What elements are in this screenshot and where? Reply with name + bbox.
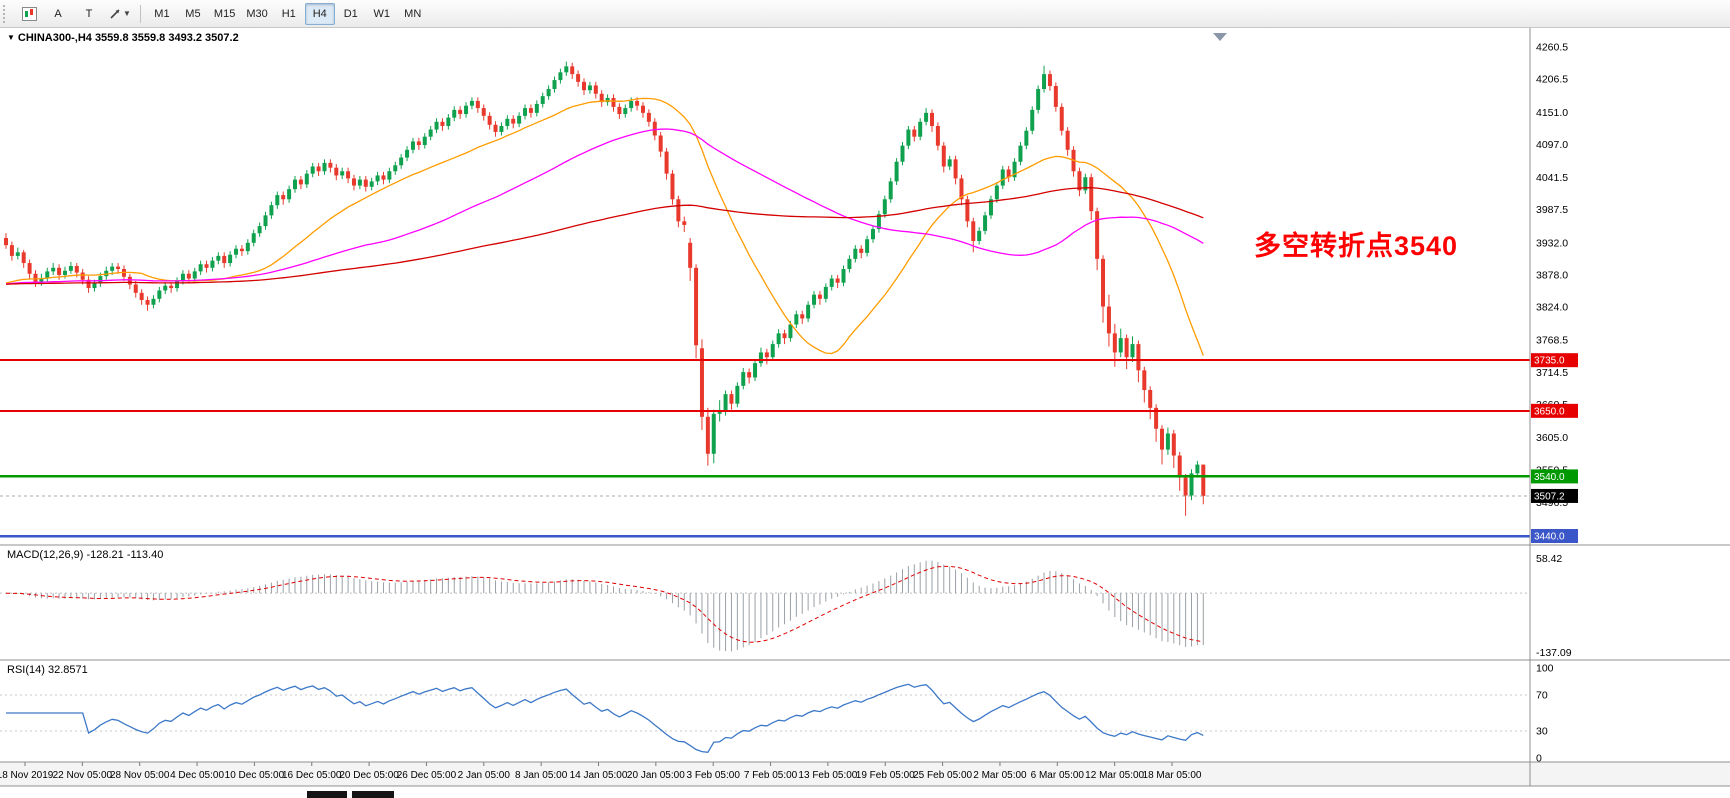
arrow-draw-icon (110, 8, 120, 19)
svg-text:3540.0: 3540.0 (1534, 472, 1565, 483)
macd-signal-line (5, 565, 1204, 643)
collapse-triangle-icon[interactable]: ▼ (7, 33, 15, 42)
svg-text:3932.0: 3932.0 (1536, 237, 1568, 249)
svg-text:4151.0: 4151.0 (1536, 107, 1568, 119)
ma-mid-line (5, 128, 1204, 285)
svg-text:7 Feb 05:00: 7 Feb 05:00 (744, 770, 798, 781)
svg-text:12 Mar 05:00: 12 Mar 05:00 (1085, 770, 1144, 781)
svg-text:3650.0: 3650.0 (1534, 406, 1565, 417)
svg-text:20 Jan 05:00: 20 Jan 05:00 (627, 770, 685, 781)
svg-text:3735.0: 3735.0 (1534, 356, 1565, 367)
svg-text:6 Mar 05:00: 6 Mar 05:00 (1031, 770, 1085, 781)
rsi-line (6, 683, 1204, 753)
toolbar-separator (139, 4, 141, 23)
svg-text:18 Mar 05:00: 18 Mar 05:00 (1143, 770, 1202, 781)
pane-dividers (0, 28, 1730, 787)
svg-text:3987.5: 3987.5 (1536, 204, 1568, 216)
symbol-ohlc-line: ▼ CHINA300-,H4 3559.8 3559.8 3493.2 3507.… (7, 32, 239, 44)
candles (4, 61, 1206, 516)
svg-text:3605.0: 3605.0 (1536, 432, 1568, 444)
price-axis[interactable]: 4260.5 4206.5 4151.0 4097.0 4041.5 3987.5 3932… (1536, 42, 1568, 509)
candlestick-icon (21, 6, 37, 21)
macd-indicator-label: MACD(12,26,9) -128.21 -113.40 (7, 549, 164, 561)
toolbar-grip[interactable] (3, 4, 11, 23)
svg-text:4041.5: 4041.5 (1536, 172, 1568, 184)
price-chart[interactable]: 4260.5 4206.5 4151.0 4097.0 4041.5 3987.5 3932… (0, 28, 1730, 790)
timeframe-button-d1[interactable]: D1 (343, 7, 358, 20)
chart-window-button[interactable] (16, 3, 42, 25)
timeframe-button-m15[interactable]: M15 (213, 7, 236, 20)
svg-text:19 Feb 05:00: 19 Feb 05:00 (856, 770, 915, 781)
timeframe-buttons: M1 M5 M15 M30 H1 H4 D1 W1 MN (147, 2, 428, 25)
chart-window[interactable]: 4260.5 4206.5 4151.0 4097.0 4041.5 3987.5 3932… (0, 28, 1730, 790)
timeframe-button-mn[interactable]: MN (404, 7, 422, 20)
svg-text:26 Dec 05:00: 26 Dec 05:00 (397, 770, 457, 781)
hline-3540.0[interactable]: 3540.0 (0, 469, 1578, 484)
ma-fast-line (5, 97, 1204, 356)
rsi-indicator-label: RSI(14) 32.8571 (7, 664, 88, 676)
macd-pane: 58.42 -137.09 (0, 553, 1572, 659)
taskbar-fragment (307, 791, 347, 798)
svg-text:70: 70 (1536, 690, 1548, 702)
price-tag-3540.0 (1531, 469, 1578, 484)
hline-3650.0[interactable]: 3650.0 (0, 403, 1578, 418)
svg-text:4 Dec 05:00: 4 Dec 05:00 (170, 770, 224, 781)
price-tag-3650.0 (1531, 403, 1578, 418)
svg-text:14 Jan 05:00: 14 Jan 05:00 (570, 770, 628, 781)
chevron-down-icon: ▼ (123, 9, 131, 18)
svg-text:3440.0: 3440.0 (1534, 532, 1565, 543)
svg-text:3878.0: 3878.0 (1536, 269, 1568, 281)
svg-text:0: 0 (1536, 753, 1542, 765)
draw-tool-button[interactable]: ▼ (105, 3, 134, 25)
current-price-tag (1531, 488, 1578, 503)
svg-text:4097.0: 4097.0 (1536, 139, 1568, 151)
timeframe-button-m1[interactable]: M1 (154, 7, 170, 20)
taskbar-sliver (0, 790, 1730, 798)
price-tag-3440.0 (1531, 529, 1578, 543)
taskbar-fragment (352, 791, 394, 798)
svg-text:3507.2: 3507.2 (1534, 491, 1565, 502)
svg-text:58.42: 58.42 (1536, 553, 1562, 565)
svg-text:18 Nov 2019: 18 Nov 2019 (0, 770, 54, 781)
chart-text-annotation[interactable]: 多空转折点3540 (1254, 231, 1459, 261)
svg-text:8 Jan 05:00: 8 Jan 05:00 (515, 770, 568, 781)
svg-text:13 Feb 05:00: 13 Feb 05:00 (798, 770, 857, 781)
chart-shift-marker-icon[interactable] (1213, 33, 1227, 41)
svg-text:3714.5: 3714.5 (1536, 367, 1568, 379)
rsi-pane: 100 70 30 0 (0, 663, 1554, 765)
svg-text:3824.0: 3824.0 (1536, 302, 1568, 314)
timeframe-button-w1[interactable]: W1 (373, 7, 390, 20)
svg-text:25 Feb 05:00: 25 Feb 05:00 (913, 770, 972, 781)
svg-text:22 Nov 05:00: 22 Nov 05:00 (53, 770, 113, 781)
svg-text:2 Jan 05:00: 2 Jan 05:00 (458, 770, 511, 781)
svg-text:20 Dec 05:00: 20 Dec 05:00 (339, 770, 399, 781)
letter-a-tool-button[interactable]: A (54, 7, 62, 20)
svg-text:3 Feb 05:00: 3 Feb 05:00 (687, 770, 741, 781)
svg-text:2 Mar 05:00: 2 Mar 05:00 (973, 770, 1027, 781)
svg-text:4206.5: 4206.5 (1536, 74, 1568, 86)
price-tag-3735.0 (1531, 353, 1578, 368)
svg-text:28 Nov 05:00: 28 Nov 05:00 (110, 770, 170, 781)
hline-3440.0[interactable]: 3440.0 (0, 529, 1578, 543)
top-toolbar: A T ▼ M1 M5 M15 M30 H1 H4 D1 W1 MN (0, 0, 1730, 28)
svg-text:-137.09: -137.09 (1536, 647, 1572, 659)
svg-text:100: 100 (1536, 663, 1554, 675)
svg-text:10 Dec 05:00: 10 Dec 05:00 (225, 770, 285, 781)
ma-slow-line (5, 187, 1204, 285)
current-price-marker: 3507.2 (0, 488, 1578, 503)
timeframe-button-h1[interactable]: H1 (281, 7, 296, 20)
text-tool-button[interactable]: T (85, 7, 93, 20)
svg-text:16 Dec 05:00: 16 Dec 05:00 (282, 770, 342, 781)
svg-text:3768.5: 3768.5 (1536, 335, 1568, 347)
timeframe-button-m5[interactable]: M5 (185, 7, 201, 20)
svg-text:4260.5: 4260.5 (1536, 42, 1568, 54)
svg-text:30: 30 (1536, 726, 1548, 738)
hline-3735.0[interactable]: 3735.0 (0, 353, 1578, 368)
timeframe-button-h4[interactable]: H4 (304, 2, 335, 25)
timeframe-button-m30[interactable]: M30 (246, 7, 268, 20)
